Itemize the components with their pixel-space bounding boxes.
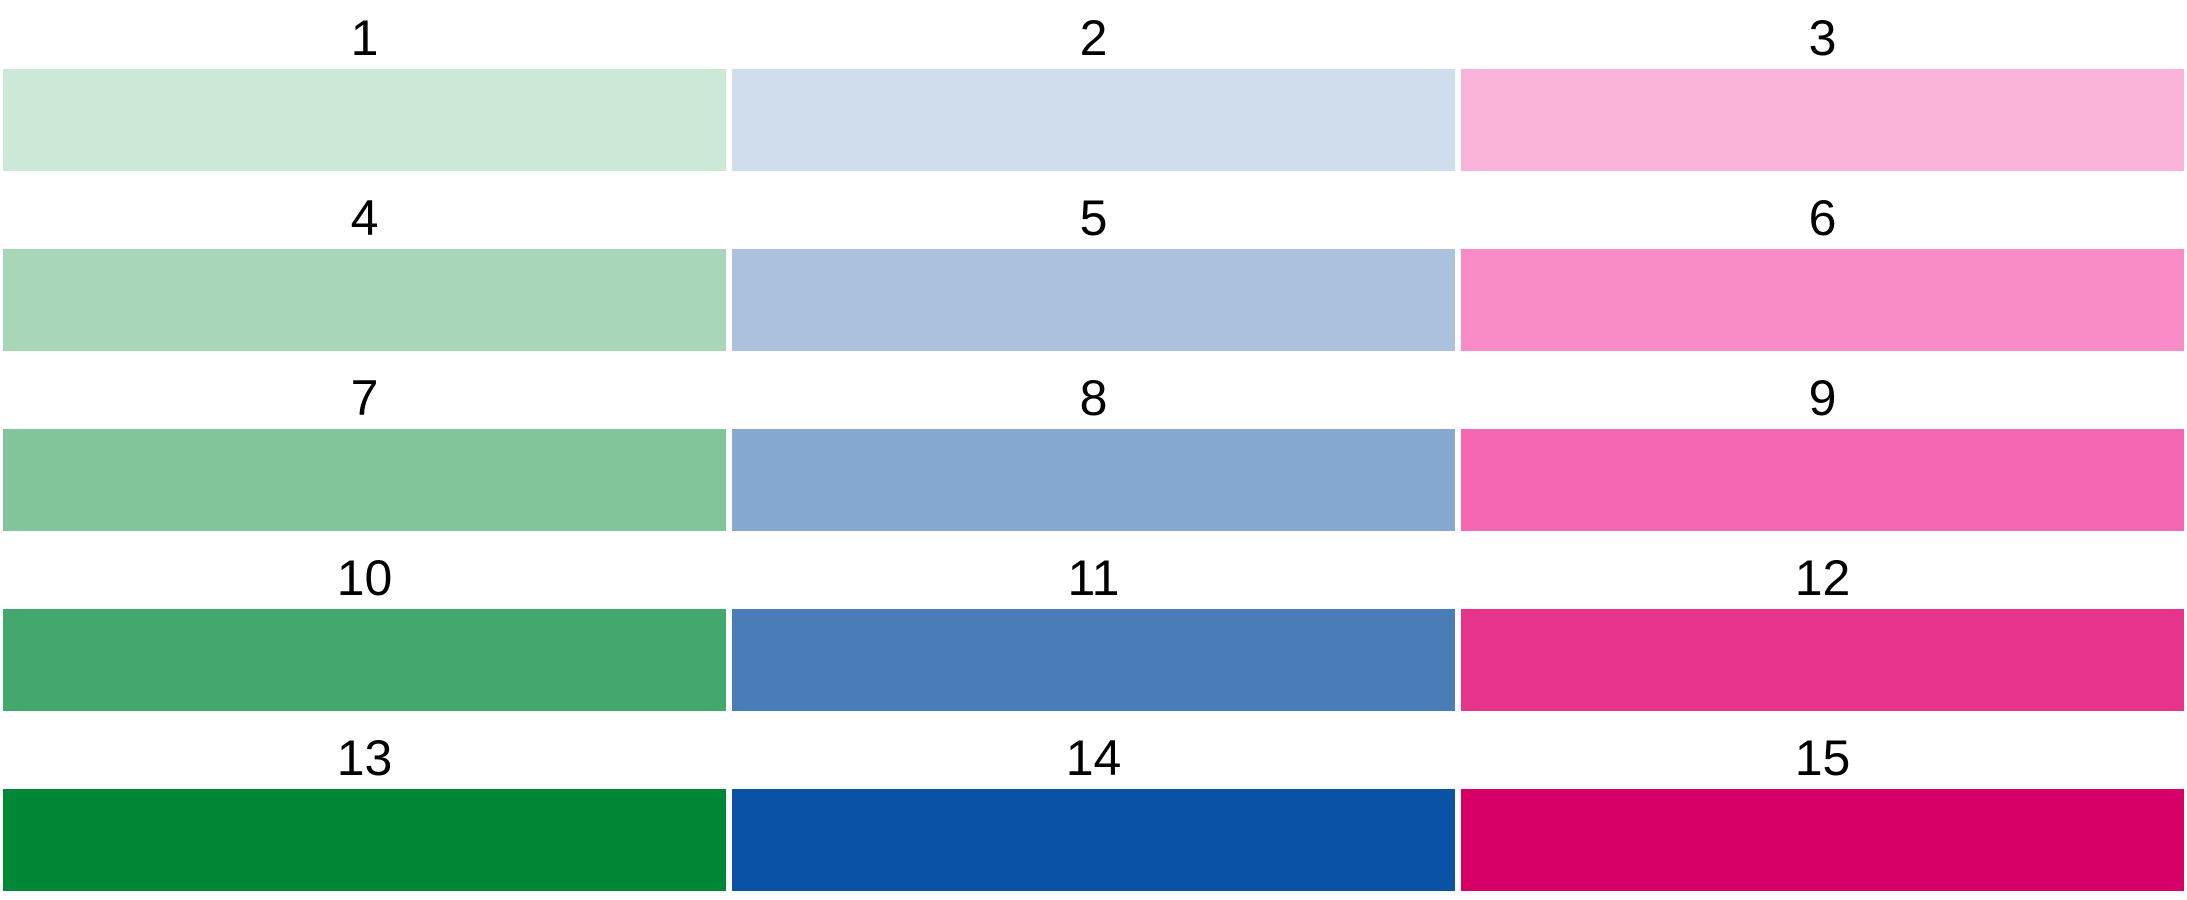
swatch-label: 13 xyxy=(336,730,393,786)
color-swatch xyxy=(1461,249,2184,351)
color-swatch xyxy=(732,69,1455,171)
swatch-cell: 11 xyxy=(732,540,1455,720)
color-swatch xyxy=(1461,429,2184,531)
swatch-cell: 10 xyxy=(3,540,726,720)
swatch-label: 4 xyxy=(350,190,379,246)
color-swatch xyxy=(732,249,1455,351)
swatch-cell: 4 xyxy=(3,180,726,360)
swatch-label: 1 xyxy=(350,10,379,66)
color-swatch xyxy=(3,609,726,711)
swatch-cell: 2 xyxy=(732,0,1455,180)
color-swatch xyxy=(3,69,726,171)
swatch-cell: 13 xyxy=(3,720,726,900)
swatch-label: 6 xyxy=(1808,190,1837,246)
swatch-grid: 1 2 3 4 5 6 7 8 9 10 11 12 13 14 15 xyxy=(3,0,2184,900)
swatch-label: 10 xyxy=(336,550,393,606)
swatch-cell: 3 xyxy=(1461,0,2184,180)
swatch-label: 9 xyxy=(1808,370,1837,426)
color-swatch xyxy=(732,429,1455,531)
swatch-label: 14 xyxy=(1065,730,1122,786)
swatch-cell: 5 xyxy=(732,180,1455,360)
swatch-label: 8 xyxy=(1079,370,1108,426)
color-swatch xyxy=(1461,789,2184,891)
color-swatch xyxy=(3,789,726,891)
swatch-label: 11 xyxy=(1067,550,1120,606)
color-swatch xyxy=(732,609,1455,711)
color-swatch xyxy=(732,789,1455,891)
swatch-cell: 15 xyxy=(1461,720,2184,900)
color-swatch xyxy=(3,249,726,351)
swatch-label: 12 xyxy=(1794,550,1851,606)
swatch-cell: 12 xyxy=(1461,540,2184,720)
swatch-cell: 6 xyxy=(1461,180,2184,360)
swatch-label: 15 xyxy=(1794,730,1851,786)
color-swatch xyxy=(3,429,726,531)
swatch-label: 3 xyxy=(1808,10,1837,66)
swatch-label: 2 xyxy=(1079,10,1108,66)
color-swatch xyxy=(1461,69,2184,171)
swatch-cell: 7 xyxy=(3,360,726,540)
swatch-cell: 1 xyxy=(3,0,726,180)
swatch-label: 5 xyxy=(1079,190,1108,246)
color-swatch xyxy=(1461,609,2184,711)
swatch-label: 7 xyxy=(350,370,379,426)
swatch-cell: 8 xyxy=(732,360,1455,540)
swatch-cell: 9 xyxy=(1461,360,2184,540)
swatch-cell: 14 xyxy=(732,720,1455,900)
